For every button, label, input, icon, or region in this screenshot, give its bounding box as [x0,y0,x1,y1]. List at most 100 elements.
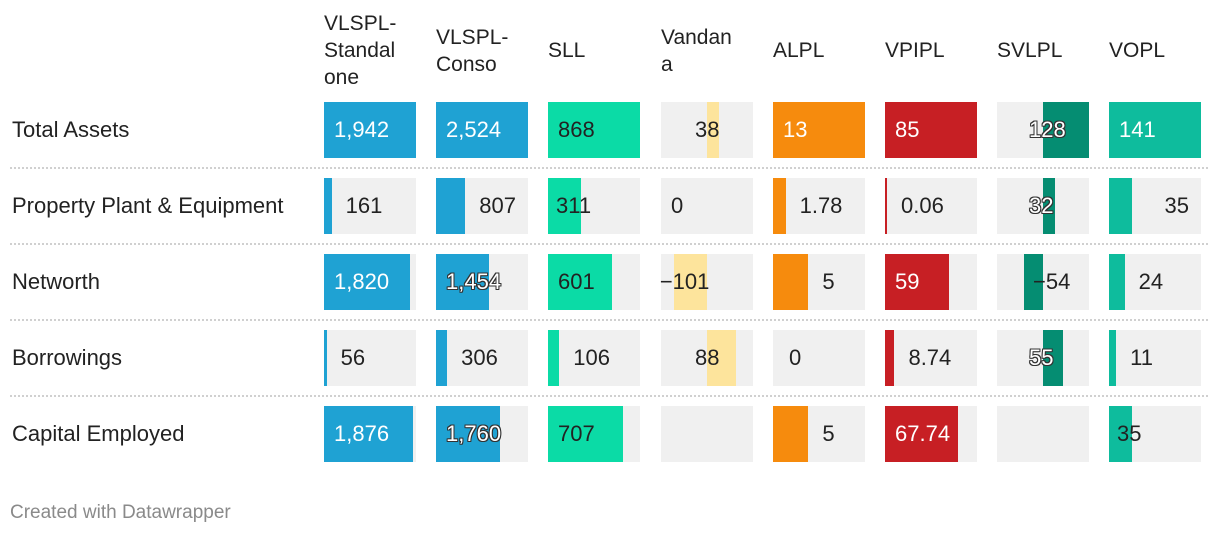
table-cell: 161 [324,178,416,234]
column-header-text: SVLPL [997,39,1063,62]
table-cell: 8.74 [885,330,977,386]
table-cell: 1,454 [436,254,528,310]
column-header-text: VPIPL [885,39,945,62]
value-label: 106 [573,345,610,370]
table-cell: 55 [997,330,1089,386]
value-label: 1,820 [334,269,390,294]
bar-vandana [673,254,707,310]
value-label: 868 [558,117,595,142]
column-header-text: a [661,53,673,76]
table-cell: 0.06 [885,178,977,234]
table-cell: 106 [548,330,640,386]
table-cell: 1,820 [324,254,416,310]
table-cell [997,406,1089,462]
value-label: −54 [1033,269,1071,294]
table-cell: 35 [1109,406,1201,462]
table-cell: 2,524 [436,102,528,158]
table-cell: 1,760 [436,406,528,462]
table-cell: 5 [773,406,865,462]
bar-svlpl [1043,330,1063,386]
table-cell: 11 [1109,330,1201,386]
table-cell: 5 [773,254,865,310]
column-header-text: Conso [436,53,497,76]
row-label: Capital Employed [12,421,185,446]
bar-vlspl_conso [436,254,489,310]
value-label: 32 [1029,193,1054,218]
value-label: 1,876 [334,421,390,446]
bar-vlspl_standalone [324,406,413,462]
table-cell: 0 [661,178,753,234]
column-header-svlpl: SVLPL [997,37,1089,64]
value-label: 141 [1119,117,1156,142]
value-label: 161 [345,193,383,218]
column-header-vlspl_conso: VLSPL- Conso [436,24,528,78]
table-cell: 59 [885,254,977,310]
bar-sll [548,178,581,234]
table-cell: 868 [548,102,640,158]
column-header-text: Vandan [661,26,732,49]
value-label: 35 [1164,193,1189,218]
bar-vlspl_conso [436,102,528,158]
row-separator [10,167,1208,169]
bar-vopl [1109,254,1125,310]
table-cell: 13 [773,102,865,158]
value-label: 13 [783,117,808,142]
bar-vopl [1109,102,1201,158]
bar-vpipl [885,254,949,310]
bar-sll [548,406,623,462]
bar-vpipl [885,330,895,386]
value-label: 59 [895,269,920,294]
table-cell: 88 [661,330,753,386]
column-header-text: Standal [324,39,396,62]
table-cell: 35 [1109,178,1201,234]
value-label: 5 [822,421,835,446]
value-label: 2,524 [446,117,502,142]
column-header-text: VLSPL- [436,26,509,49]
bar-alpl [773,406,809,462]
value-label: 311 [556,193,592,218]
table-cell: 24 [1109,254,1201,310]
table-cell: 38 [661,102,753,158]
value-label: 128 [1029,117,1066,142]
column-header-vpipl: VPIPL [885,37,977,64]
row-label: Networth [12,269,101,294]
table-cell: 1.78 [773,178,865,234]
bar-sll [548,330,560,386]
value-label: 8.74 [908,345,952,370]
bar-alpl [773,254,809,310]
value-label: 5 [822,269,835,294]
value-label: 1,942 [334,117,390,142]
value-label: −101 [659,269,710,294]
column-header-vandana: Vandan a [661,24,753,78]
value-label: 35 [1117,421,1142,446]
bar-vlspl_standalone [324,178,332,234]
value-label: 24 [1138,269,1164,294]
table-cell [661,406,753,462]
value-label: 601 [558,269,595,294]
row-separator [10,243,1208,245]
value-label: 67.74 [895,421,951,446]
value-label: 1,760 [446,421,502,446]
row-label: Property Plant & Equipment [12,193,284,218]
bar-sll [548,102,640,158]
row-separator [10,395,1208,397]
bar-vpipl [885,406,959,462]
bar-vopl [1109,178,1132,234]
table-cell: −101 [659,254,753,310]
bar-svlpl [1043,102,1089,158]
bar-svlpl [1043,178,1055,234]
bar-vpipl [885,178,887,234]
table-cell: 1,876 [324,406,416,462]
column-header-text: VLSPL- [324,12,397,35]
table-cell: 128 [997,102,1089,158]
value-label: 1.78 [799,193,843,218]
bar-vlspl_standalone [324,254,411,310]
table-cell: 67.74 [885,406,977,462]
column-header-vlspl_standalone: VLSPL- Standal one [324,10,416,91]
row-separator [10,319,1208,321]
value-label: 0 [671,193,684,218]
footer-credit[interactable]: Created with Datawrapper [10,502,231,523]
value-label: 11 [1130,345,1154,370]
table-cell: −54 [997,254,1089,310]
